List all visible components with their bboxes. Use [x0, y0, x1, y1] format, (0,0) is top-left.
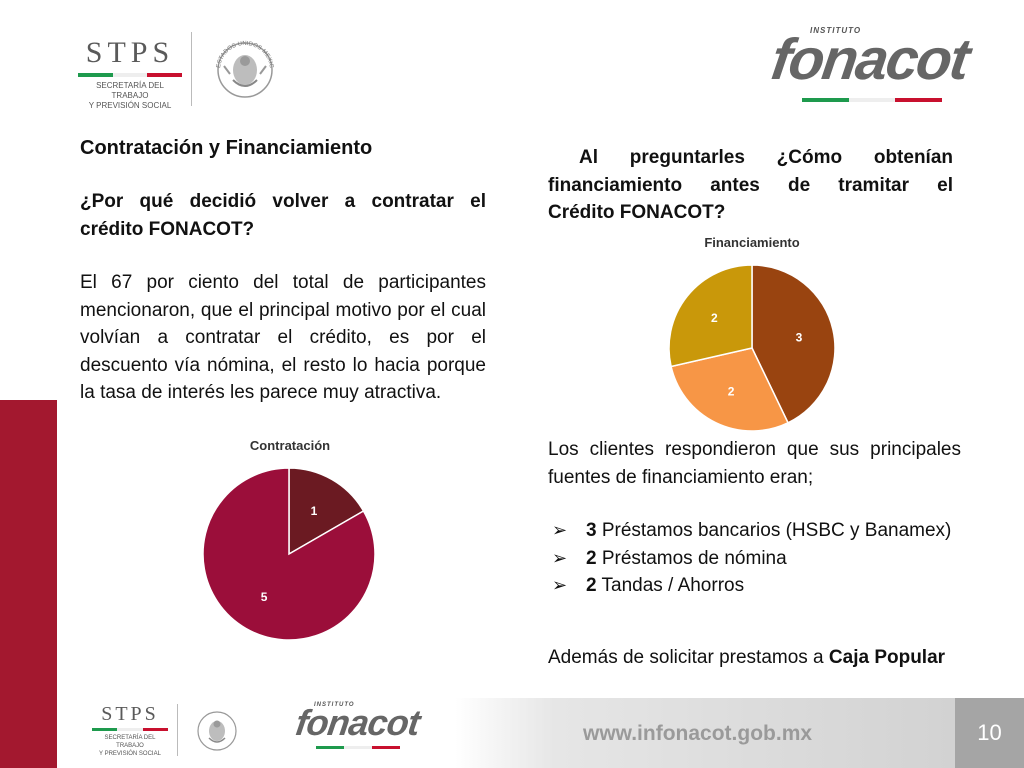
fonacot-flag-bar — [802, 98, 943, 102]
financiamiento-chart-title: Financiamiento — [704, 235, 800, 250]
page-number: 10 — [955, 698, 1024, 768]
right-question: Al preguntarles ¿Cómo obtenían financiam… — [548, 144, 953, 227]
header-divider — [191, 32, 192, 106]
right-question-line1: Al preguntarles ¿Cómo obtenían — [548, 147, 953, 168]
arrow-bullet-icon: ➢ — [552, 547, 568, 568]
list-item: ➢ 2 Préstamos de nómina — [548, 545, 961, 573]
answer-intro: Los clientes respondieron que sus princi… — [548, 439, 961, 488]
list-item-text: Préstamos de nómina — [596, 547, 787, 569]
left-question: ¿Por qué decidió volver a contratar el c… — [80, 188, 486, 243]
list-item-text: Tandas / Ahorros — [596, 575, 745, 596]
footer-band — [455, 698, 955, 768]
list-item: ➢ 2 Tandas / Ahorros — [548, 572, 961, 600]
footer-stps-logo-text: STPS — [101, 703, 159, 725]
footer-fonacot-logo: INSTITUTO fonacot — [293, 702, 422, 754]
stps-flag-bar — [78, 73, 183, 77]
pie-slice — [288, 467, 365, 556]
pie-slice-value-label: 2 — [711, 311, 718, 325]
pie-slice — [202, 467, 376, 641]
pie-slice-value-label: 1 — [311, 504, 318, 518]
pie-slice — [670, 347, 790, 432]
stps-subtitle-line1: SECRETARÍA DEL TRABAJO — [96, 81, 164, 100]
right-question-line3: Crédito FONACOT? — [548, 202, 726, 223]
footer-stps-flag-bar — [92, 728, 168, 731]
left-paragraph: El 67 por ciento del total de participan… — [80, 272, 486, 403]
financing-sources-list: ➢ 3 Préstamos bancarios (HSBC y Banamex) … — [548, 517, 961, 600]
footer-fonacot-logo-instituto: INSTITUTO — [314, 702, 355, 708]
closing-text: Además de solicitar prestamos a — [548, 647, 829, 668]
fonacot-logo: INSTITUTO fonacot — [768, 26, 972, 108]
pie-chart-1: 3 2 2 — [668, 264, 836, 432]
footer-mexico-seal-icon — [192, 702, 242, 758]
arrow-bullet-icon: ➢ — [552, 520, 568, 540]
pie-slice — [751, 264, 836, 424]
list-item-count: 2 — [586, 547, 597, 569]
stps-logo: STPS SECRETARÍA DEL TRABAJO Y PREVISIÓN … — [78, 36, 183, 110]
list-item: ➢ 3 Préstamos bancarios (HSBC y Banamex) — [548, 517, 961, 545]
financiamiento-chart: Financiamiento 3 2 2 — [652, 232, 852, 438]
pie-chart-0: 15 — [202, 467, 376, 641]
section-title: Contratación y Financiamiento — [80, 137, 373, 159]
stps-logo-text: STPS — [85, 36, 175, 69]
pie-slice-value-label: 3 — [796, 330, 803, 344]
footer-stps-subtitle-line2: Y PREVISIÓN SOCIAL — [99, 751, 161, 757]
list-item-count: 3 — [586, 520, 597, 541]
footer-stps-subtitle-line1: SECRETARÍA DEL TRABAJO — [104, 735, 156, 749]
footer-fonacot-logo-name: fonacot — [293, 702, 422, 743]
right-question-line2: financiamiento antes de tramitar el — [548, 174, 953, 196]
stps-subtitle-line2: Y PREVISIÓN SOCIAL — [88, 101, 172, 110]
footer-fonacot-flag-bar — [316, 746, 400, 749]
fonacot-logo-name: fonacot — [767, 27, 973, 92]
contratacion-chart-title: Contratación — [249, 438, 331, 453]
footer-url-link[interactable]: www.infonacot.gob.mx — [583, 722, 813, 745]
footer-stps-logo: STPS SECRETARÍA DEL TRABAJO Y PREVISIÓN … — [92, 702, 168, 758]
fonacot-logo-instituto: INSTITUTO — [810, 26, 862, 35]
list-item-count: 2 — [586, 575, 597, 596]
list-item-text: Préstamos bancarios (HSBC y Banamex) — [596, 520, 952, 541]
mexico-seal-icon: ESTADOS UNIDOS MEXICANOS — [208, 26, 280, 108]
footer-divider — [177, 704, 178, 756]
closing-paragraph: Además de solicitar prestamos a Caja Pop… — [548, 644, 961, 672]
left-question-line2: crédito FONACOT? — [80, 218, 255, 240]
left-accent-bar — [0, 400, 57, 768]
pie-slice-value-label: 5 — [261, 590, 268, 604]
pie-slice-value-label: 2 — [728, 384, 735, 398]
left-question-line1: ¿Por qué decidió volver a contratar el — [80, 191, 486, 212]
pie-slice — [668, 264, 753, 368]
arrow-bullet-icon: ➢ — [552, 575, 568, 595]
closing-bold-text: Caja Popular — [828, 647, 946, 668]
